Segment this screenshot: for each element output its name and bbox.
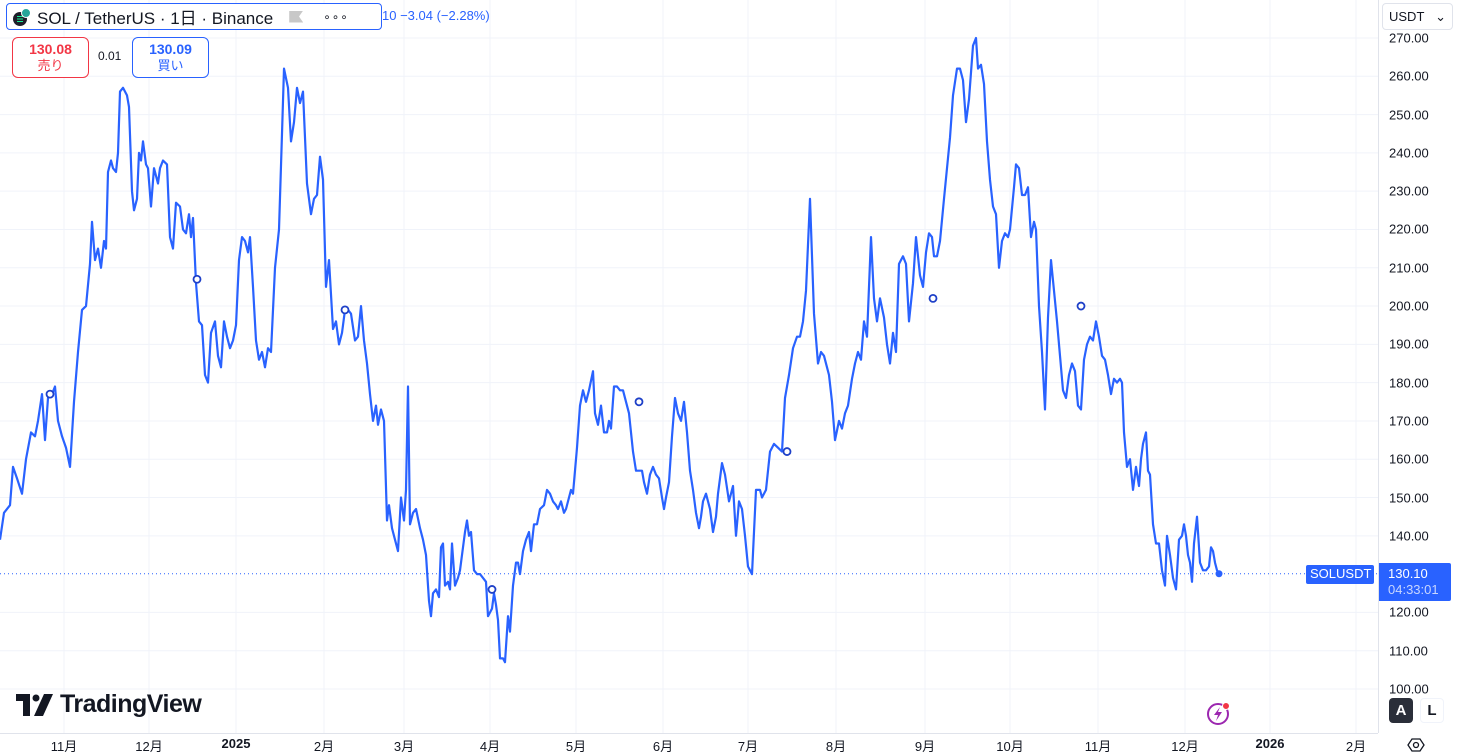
sell-button[interactable]: 130.08 売り [12,37,89,78]
event-marker-icon[interactable] [928,293,938,303]
price-axis-label: 120.00 [1389,604,1429,620]
price-axis-label: 170.00 [1389,413,1429,429]
time-axis-label: 7月 [737,739,759,753]
price-change: 10 −3.04 (−2.28%) [382,8,490,23]
time-axis-label: 8月 [825,739,847,753]
price-axis-label: 150.00 [1389,490,1429,506]
symbol-legend[interactable]: SOL / TetherUS · 1日 · Binance ∘∘∘ [6,3,382,30]
price-axis-label: 110.00 [1389,643,1428,659]
price-axis-label: 260.00 [1389,68,1429,84]
price-axis-label: 210.00 [1389,260,1429,276]
buy-price: 130.09 [149,40,192,57]
price-axis-label: 180.00 [1389,375,1429,391]
price-axis-label: 140.00 [1389,528,1429,544]
price-axis-label: 200.00 [1389,298,1429,314]
time-axis-label: 10月 [996,739,1024,753]
time-axis-label: 2月 [313,739,335,753]
time-axis-label: 2月 [1345,739,1367,753]
time-axis-label: 12月 [135,739,163,753]
buy-label: 買い [157,58,184,74]
currency-select[interactable]: USDT ⌄ [1382,3,1453,30]
sol-coin-icon [13,7,31,26]
symbol-price-tag: SOLUSDT [1306,565,1374,584]
last-price-tag: 130.10 04:33:01 [1379,563,1451,601]
time-axis-label: 4月 [479,739,501,753]
event-marker-icon[interactable] [1076,301,1086,311]
settings-gear-icon[interactable] [1406,737,1426,753]
tradingview-mark-icon [16,693,53,716]
last-price: 130.10 [1388,566,1428,581]
time-axis-label: 6月 [652,739,674,753]
price-axis-label: 230.00 [1389,183,1429,199]
symbol-title: SOL / TetherUS · 1日 · Binance [37,9,274,28]
last-point-dot [1215,570,1223,578]
event-marker-icon[interactable] [45,389,55,399]
sell-label: 売り [37,58,64,74]
price-axis-label: 160.00 [1389,451,1429,467]
log-scale-button[interactable]: L [1420,698,1444,723]
price-axis-label: 190.00 [1389,336,1429,352]
price-axis[interactable]: 270.00 260.00 250.00 240.00 230.00 220.00 210.… [1378,0,1458,733]
chevron-down-icon: ⌄ [1435,8,1446,24]
event-marker-icon[interactable] [340,305,350,315]
price-axis-label: 100.00 [1389,681,1429,697]
time-axis[interactable]: 11月 12月 2025 2月 3月 4月 5月 6月 7月 8月 9月 10月 11月 12月 2026 2… [0,733,1378,753]
price-chart-plot[interactable] [0,0,1378,733]
tradingview-wordmark: TradingView [60,690,202,718]
event-marker-icon[interactable] [634,397,644,407]
time-axis-label: 12月 [1171,739,1199,753]
event-marker-icon[interactable] [782,447,792,456]
tradingview-logo[interactable]: TradingView [16,690,202,719]
sell-price: 130.08 [29,40,72,57]
price-axis-label: 270.00 [1389,30,1429,46]
flag-icon[interactable] [289,10,304,23]
price-axis-label: 250.00 [1389,107,1429,123]
price-axis-label: 240.00 [1389,145,1429,161]
time-axis-label: 2025 [221,736,251,751]
event-marker-icon[interactable] [487,585,497,594]
time-axis-label: 3月 [393,739,415,753]
time-axis-label: 11月 [50,739,78,753]
price-axis-label: 220.00 [1389,221,1429,237]
time-axis-label: 9月 [914,739,936,753]
spread-value: 0.01 [98,49,122,63]
bar-countdown: 04:33:01 [1388,582,1439,597]
time-axis-label: 5月 [565,739,587,753]
auto-scale-button[interactable]: A [1389,698,1413,723]
buy-button[interactable]: 130.09 買い [132,37,209,78]
time-axis-label: 11月 [1084,739,1112,753]
event-marker-icon[interactable] [192,274,202,284]
currency-value: USDT [1389,9,1425,24]
more-options-icon[interactable]: ∘∘∘ [323,9,349,24]
price-line [0,36,1220,664]
time-axis-label: 2026 [1255,736,1285,751]
lightning-bolt-icon[interactable] [1206,700,1232,726]
